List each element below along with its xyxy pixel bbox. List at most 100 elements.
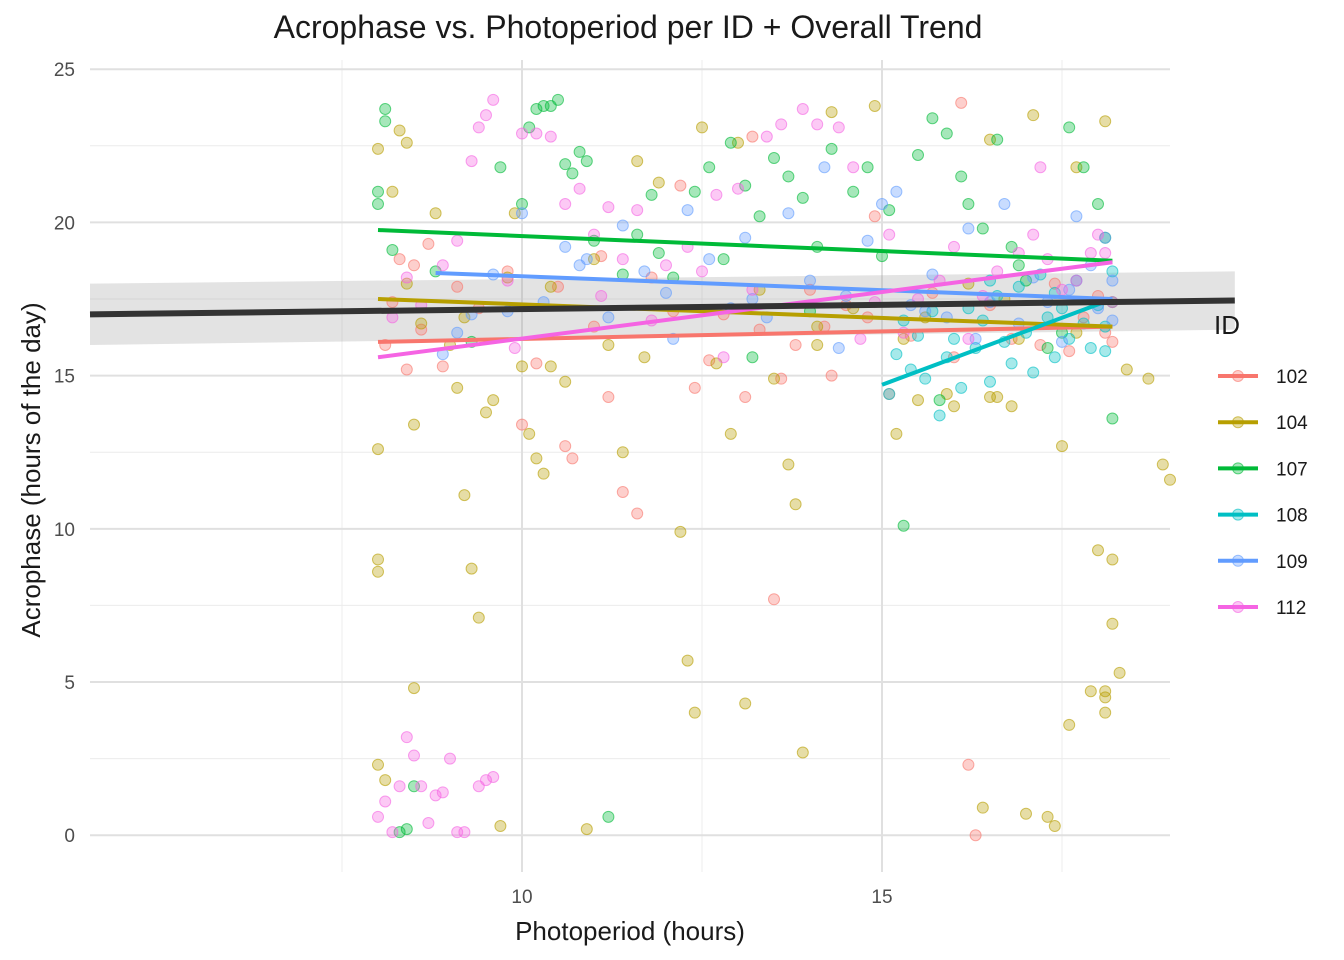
- point-109: [703, 253, 716, 266]
- point-109: [1070, 210, 1083, 223]
- point-107: [566, 167, 579, 180]
- point-109: [804, 274, 816, 287]
- point-112: [710, 188, 723, 201]
- point-109: [1056, 335, 1068, 348]
- x-axis-title: Photoperiod (hours): [515, 916, 745, 946]
- point-108: [1106, 265, 1119, 278]
- point-104: [1056, 440, 1068, 453]
- point-104: [696, 121, 708, 134]
- point-112: [451, 234, 464, 247]
- point-109: [1099, 231, 1112, 244]
- point-107: [768, 152, 780, 165]
- point-107: [1041, 342, 1054, 355]
- point-107: [530, 103, 543, 116]
- legend-item-109: 109: [1218, 552, 1308, 573]
- point-109: [516, 207, 528, 220]
- point-112: [472, 121, 485, 134]
- point-109: [962, 222, 975, 235]
- point-104: [537, 467, 550, 480]
- point-107: [724, 136, 737, 149]
- point-104: [451, 381, 464, 394]
- point-104: [393, 124, 406, 137]
- y-tick-label: 0: [64, 826, 75, 847]
- point-112: [1027, 228, 1040, 241]
- point-104: [652, 176, 665, 189]
- point-107: [940, 127, 953, 140]
- point-104: [1048, 820, 1061, 833]
- point-109: [998, 198, 1011, 211]
- point-107: [962, 198, 975, 211]
- point-108: [948, 332, 960, 345]
- point-104: [544, 360, 557, 373]
- point-109: [782, 207, 795, 220]
- trend-line-108: [881, 297, 1114, 387]
- legend-label: 112: [1276, 598, 1306, 619]
- point-107: [1063, 121, 1076, 134]
- point-108: [933, 409, 946, 422]
- point-109: [573, 259, 586, 272]
- point-104: [372, 553, 384, 566]
- point-104: [825, 106, 838, 119]
- point-112: [465, 155, 478, 168]
- point-112: [660, 259, 672, 272]
- point-112: [400, 731, 413, 744]
- point-102: [566, 452, 579, 465]
- point-107: [753, 210, 766, 223]
- point-109: [1106, 314, 1119, 327]
- legend-key-point: [1232, 370, 1244, 382]
- point-109: [739, 231, 752, 244]
- legend-key-point: [1232, 416, 1244, 429]
- point-107: [796, 191, 809, 204]
- point-104: [386, 185, 399, 198]
- point-104: [688, 706, 701, 719]
- point-104: [379, 774, 392, 787]
- point-104: [408, 682, 420, 695]
- point-104: [1063, 718, 1076, 731]
- point-102: [408, 259, 420, 272]
- point-107: [861, 161, 874, 174]
- point-102: [400, 363, 413, 376]
- point-102: [868, 210, 881, 223]
- point-104: [782, 458, 795, 471]
- point-104: [1106, 617, 1119, 630]
- point-104: [724, 427, 737, 440]
- point-112: [883, 228, 896, 241]
- trend-line-107: [377, 228, 1113, 263]
- point-107: [645, 188, 658, 201]
- point-109: [638, 265, 651, 278]
- point-112: [717, 351, 730, 364]
- point-107: [897, 519, 910, 532]
- point-109: [832, 342, 845, 355]
- point-112: [760, 130, 773, 143]
- chart-title: Acrophase vs. Photoperiod per ID + Overa…: [274, 9, 983, 45]
- point-112: [379, 795, 392, 808]
- point-104: [580, 823, 593, 836]
- point-104: [372, 142, 384, 155]
- point-112: [616, 253, 629, 266]
- legend-item-108: 108: [1218, 506, 1308, 527]
- point-102: [789, 338, 802, 351]
- point-107: [782, 170, 795, 183]
- point-104: [523, 427, 536, 440]
- y-axis-ticks: 0 5 10 15 20 25: [54, 60, 75, 847]
- point-107: [746, 351, 759, 364]
- point-104: [811, 320, 824, 333]
- point-102: [595, 250, 608, 263]
- point-102: [415, 323, 428, 336]
- point-107: [688, 185, 701, 198]
- overall-trend-line: [89, 297, 1235, 318]
- x-tick-label: 15: [871, 887, 892, 908]
- point-102: [1106, 335, 1119, 348]
- trend-line-102: [377, 324, 1113, 344]
- point-104: [1041, 810, 1054, 823]
- point-112: [1092, 228, 1104, 241]
- point-112: [429, 789, 442, 802]
- point-102: [616, 486, 629, 499]
- legend-label: 107: [1276, 459, 1308, 480]
- point-107: [825, 142, 838, 155]
- point-112: [530, 127, 543, 140]
- point-109: [559, 240, 572, 253]
- point-107: [379, 103, 392, 116]
- point-112: [393, 780, 406, 793]
- point-107: [580, 155, 593, 168]
